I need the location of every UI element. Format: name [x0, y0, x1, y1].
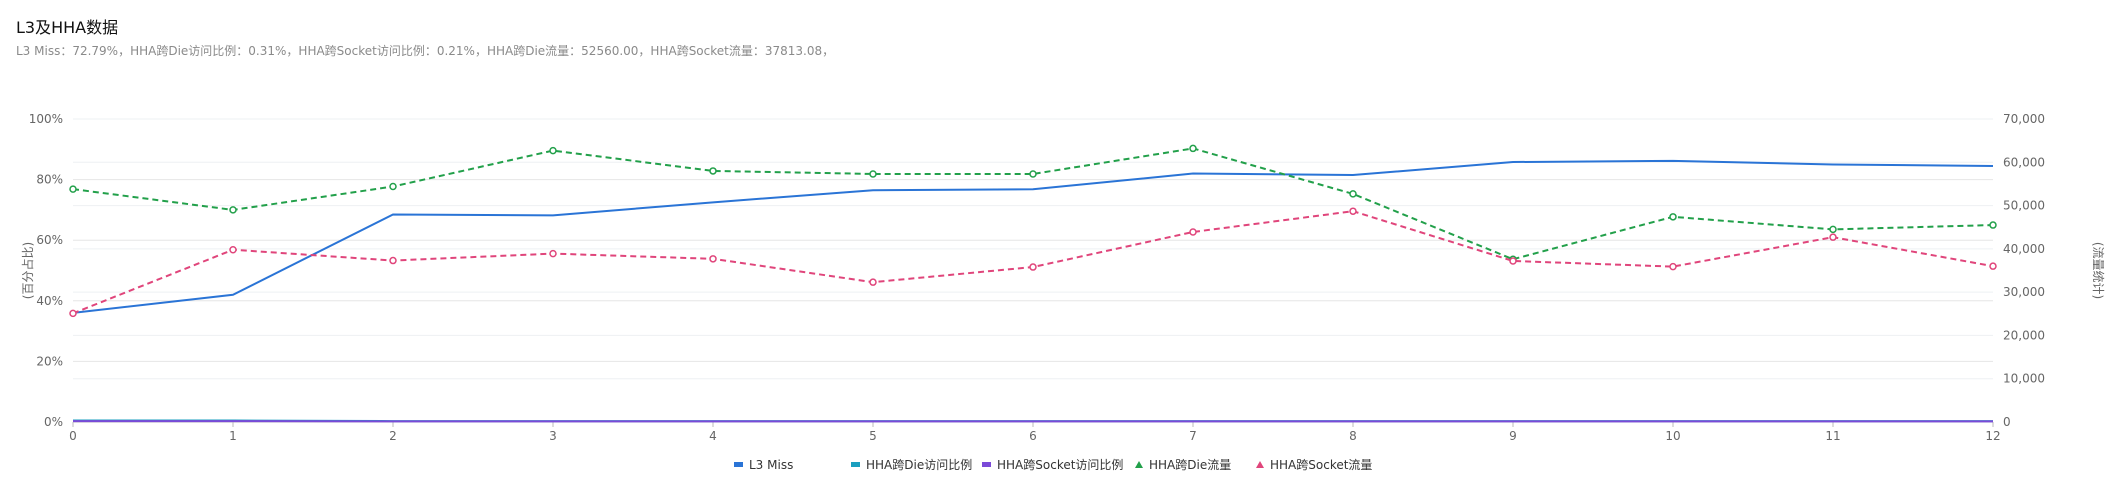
series-line-4 [72, 210, 1994, 315]
data-point [229, 206, 237, 214]
left-tick-label: 80% [36, 173, 63, 187]
x-tick-label: 4 [709, 429, 717, 443]
data-point [1829, 233, 1837, 241]
x-tick-label: 7 [1189, 429, 1197, 443]
legend-label: HHA跨Socket流量 [1270, 458, 1372, 472]
left-tick-label: 60% [36, 233, 63, 247]
series-line-3 [72, 147, 1994, 261]
x-tick-label: 11 [1825, 429, 1840, 443]
data-point [1349, 190, 1357, 198]
legend-item[interactable]: L3 Miss [734, 458, 793, 472]
data-point [1189, 228, 1197, 236]
chart-summary: L3 Miss：72.79%，HHA跨Die访问比例：0.31%，HHA跨Soc… [16, 44, 835, 58]
left-tick-label: 40% [36, 294, 63, 308]
data-point [389, 182, 397, 191]
chart-title: L3及HHA数据 [16, 18, 119, 37]
left-tick-label: 100% [29, 112, 63, 126]
data-point [1989, 221, 1997, 229]
left-tick-label: 0% [44, 415, 63, 429]
data-point [1989, 262, 1997, 270]
data-point [549, 146, 557, 155]
data-point [1349, 207, 1357, 215]
right-tick-label: 0 [2003, 415, 2011, 429]
data-point [709, 255, 717, 263]
series-line-0 [72, 159, 1994, 314]
x-tick-label: 5 [869, 429, 877, 443]
legend-label: L3 Miss [749, 458, 793, 472]
legend-item[interactable]: HHA跨Die访问比例 [851, 458, 972, 472]
right-tick-label: 30,000 [2003, 285, 2045, 299]
legend-label: HHA跨Socket访问比例 [997, 458, 1123, 472]
data-point [69, 185, 77, 193]
legend-item[interactable]: HHA跨Die流量 [1135, 458, 1231, 472]
right-tick-label: 40,000 [2003, 242, 2045, 256]
data-point [1509, 257, 1517, 265]
legend-swatch-icon [851, 462, 860, 467]
data-point [1669, 213, 1677, 221]
legend-label: HHA跨Die访问比例 [866, 458, 972, 472]
right-tick-label: 20,000 [2003, 328, 2045, 342]
data-point [229, 245, 237, 254]
legend-triangle-icon [1256, 461, 1264, 468]
legend-triangle-icon [1135, 461, 1143, 468]
legend-item[interactable]: HHA跨Socket流量 [1256, 458, 1372, 472]
x-tick-label: 8 [1349, 429, 1357, 443]
right-tick-label: 50,000 [2003, 199, 2045, 213]
x-tick-label: 1 [229, 429, 237, 443]
x-tick-label: 12 [1985, 429, 2000, 443]
data-point [69, 309, 77, 318]
legend-swatch-icon [734, 462, 743, 467]
right-tick-label: 70,000 [2003, 112, 2045, 126]
x-tick-label: 2 [389, 429, 397, 443]
right-tick-label: 10,000 [2003, 372, 2045, 386]
x-tick-label: 9 [1509, 429, 1517, 443]
legend-label: HHA跨Die流量 [1149, 458, 1231, 472]
right-y-axis: 0 10,000 20,000 30,000 40,000 50,000 60,000 70,… [2003, 112, 2105, 429]
data-point [869, 170, 877, 178]
data-point [389, 256, 397, 265]
legend[interactable]: L3 Miss HHA跨Die访问比例 HHA跨Socket访问比例 HHA跨Die流… [734, 458, 1372, 472]
data-point [549, 249, 557, 258]
data-point [709, 167, 717, 175]
left-y-axis: 0% 20% 40% 60% 80% 100% (百分占比) [20, 112, 63, 429]
legend-swatch-icon [982, 462, 991, 467]
left-axis-title: (百分占比) [20, 242, 35, 299]
data-point [1029, 263, 1037, 271]
data-point [1829, 225, 1837, 234]
data-point [1029, 170, 1037, 178]
x-axis: 0 1 2 3 4 5 6 7 8 9 10 11 12 [69, 421, 2001, 443]
legend-item[interactable]: HHA跨Socket访问比例 [982, 458, 1123, 472]
x-tick-label: 0 [69, 429, 77, 443]
series-layer [69, 144, 1997, 423]
data-point [1669, 262, 1677, 271]
right-axis-title: (流量统计) [2091, 242, 2105, 299]
data-point [1189, 144, 1197, 153]
right-tick-label: 60,000 [2003, 155, 2045, 169]
x-tick-label: 10 [1665, 429, 1680, 443]
data-point [869, 278, 877, 286]
x-tick-label: 3 [549, 429, 557, 443]
left-tick-label: 20% [36, 354, 63, 368]
x-tick-label: 6 [1029, 429, 1037, 443]
